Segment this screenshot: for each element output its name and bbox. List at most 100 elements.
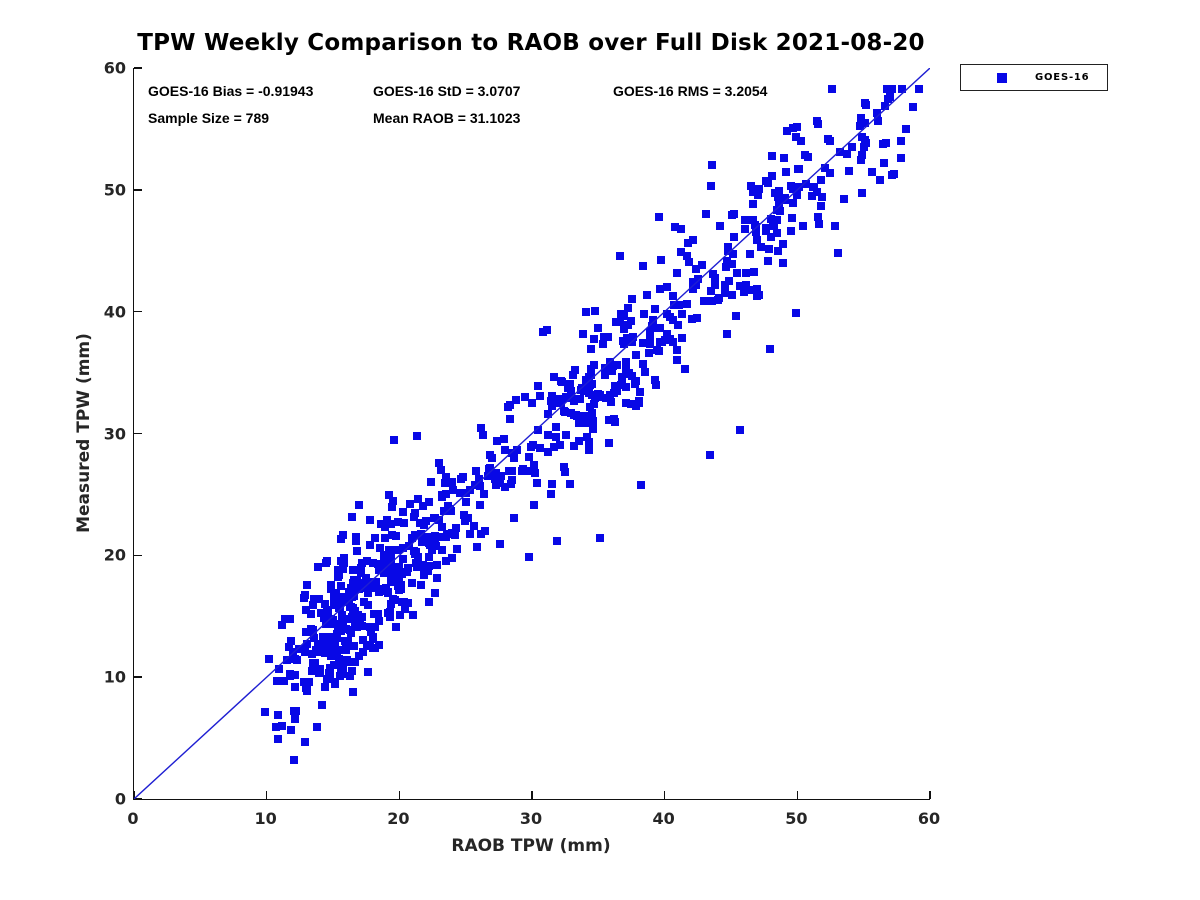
scatter-point <box>561 468 570 477</box>
scatter-point <box>512 446 521 455</box>
scatter-point <box>466 485 475 494</box>
scatter-point <box>632 350 641 359</box>
scatter-point <box>397 585 406 594</box>
scatter-point <box>773 205 782 214</box>
scatter-point <box>330 679 339 688</box>
scatter-point <box>359 598 368 607</box>
scatter-point <box>395 610 404 619</box>
legend-series-label: GOES-16 <box>1035 72 1090 83</box>
scatter-point <box>384 609 393 617</box>
scatter-point <box>683 252 692 261</box>
x-tick-label: 10 <box>254 809 277 828</box>
scatter-point <box>351 537 360 546</box>
scatter-point <box>765 345 774 354</box>
scatter-point <box>348 593 357 602</box>
scatter-point <box>477 530 486 538</box>
scatter-point <box>551 432 560 441</box>
scatter-point <box>663 309 672 318</box>
scatter-point <box>702 210 711 219</box>
scatter-point <box>774 247 783 256</box>
x-tick-mark <box>531 791 533 799</box>
x-tick-mark <box>265 791 268 799</box>
scatter-point <box>824 135 833 144</box>
scatter-point <box>306 610 315 619</box>
scatter-point <box>336 557 345 566</box>
scatter-point <box>857 189 866 198</box>
scatter-point <box>609 414 618 423</box>
scatter-point <box>622 365 631 373</box>
scatter-point <box>534 425 543 434</box>
scatter-point <box>868 167 877 176</box>
scatter-point <box>420 520 429 529</box>
y-tick-mark <box>134 310 142 313</box>
scatter-point <box>782 126 791 135</box>
scatter-point <box>792 308 800 317</box>
scatter-point <box>880 158 889 167</box>
scatter-point <box>469 522 478 531</box>
scatter-point <box>313 563 322 572</box>
scatter-point <box>525 552 534 561</box>
scatter-point <box>632 376 641 385</box>
scatter-point <box>289 756 298 764</box>
scatter-point <box>565 479 574 488</box>
scatter-point <box>670 301 679 310</box>
scatter-point <box>639 310 648 319</box>
scatter-point <box>779 154 788 163</box>
scatter-point <box>355 501 363 510</box>
scatter-point <box>642 290 651 299</box>
scatter-point <box>455 489 464 498</box>
scatter-point <box>290 654 299 663</box>
scatter-point <box>273 734 282 743</box>
scatter-point <box>706 181 715 190</box>
scatter-point <box>295 644 304 653</box>
scatter-point <box>692 313 701 322</box>
scatter-point <box>817 202 826 211</box>
scatter-point <box>525 452 534 461</box>
scatter-point <box>802 180 811 189</box>
scatter-point <box>603 333 612 342</box>
scatter-point <box>337 581 346 590</box>
scatter-point <box>636 480 645 489</box>
scatter-point <box>889 169 898 178</box>
scatter-point <box>478 431 487 440</box>
plot-area <box>133 67 931 800</box>
scatter-point <box>663 283 672 292</box>
scatter-point <box>310 659 319 668</box>
scatter-point <box>762 227 771 236</box>
scatter-point <box>757 243 766 252</box>
scatter-point <box>380 551 389 560</box>
scatter-point <box>480 490 489 499</box>
scatter-point <box>736 425 745 434</box>
scatter-point <box>476 500 485 509</box>
scatter-point <box>622 399 631 408</box>
scatter-point <box>836 147 845 156</box>
scatter-point <box>556 376 565 385</box>
scatter-point <box>763 256 772 265</box>
scatter-point <box>881 102 890 111</box>
scatter-point <box>264 655 273 664</box>
scatter-point <box>897 153 906 162</box>
scatter-point <box>417 580 426 589</box>
scatter-point <box>669 337 678 346</box>
scatter-point <box>394 563 403 572</box>
scatter-point <box>390 595 399 604</box>
scatter-point <box>556 398 565 407</box>
x-tick-mark <box>929 791 931 799</box>
scatter-point <box>624 320 633 329</box>
scatter-point <box>769 222 778 231</box>
scatter-point <box>399 555 408 564</box>
scatter-point <box>387 546 396 555</box>
scatter-point <box>510 453 519 462</box>
legend-marker-square-icon <box>997 72 1007 83</box>
scatter-point <box>486 464 495 473</box>
scatter-point <box>433 561 442 570</box>
scatter-point <box>507 466 516 475</box>
scatter-point <box>608 367 617 376</box>
scatter-point <box>700 296 709 305</box>
scatter-point <box>321 682 330 691</box>
scatter-point <box>752 284 761 293</box>
scatter-point <box>382 515 391 524</box>
scatter-point <box>290 670 299 679</box>
scatter-point <box>414 553 423 562</box>
scatter-point <box>876 176 885 185</box>
